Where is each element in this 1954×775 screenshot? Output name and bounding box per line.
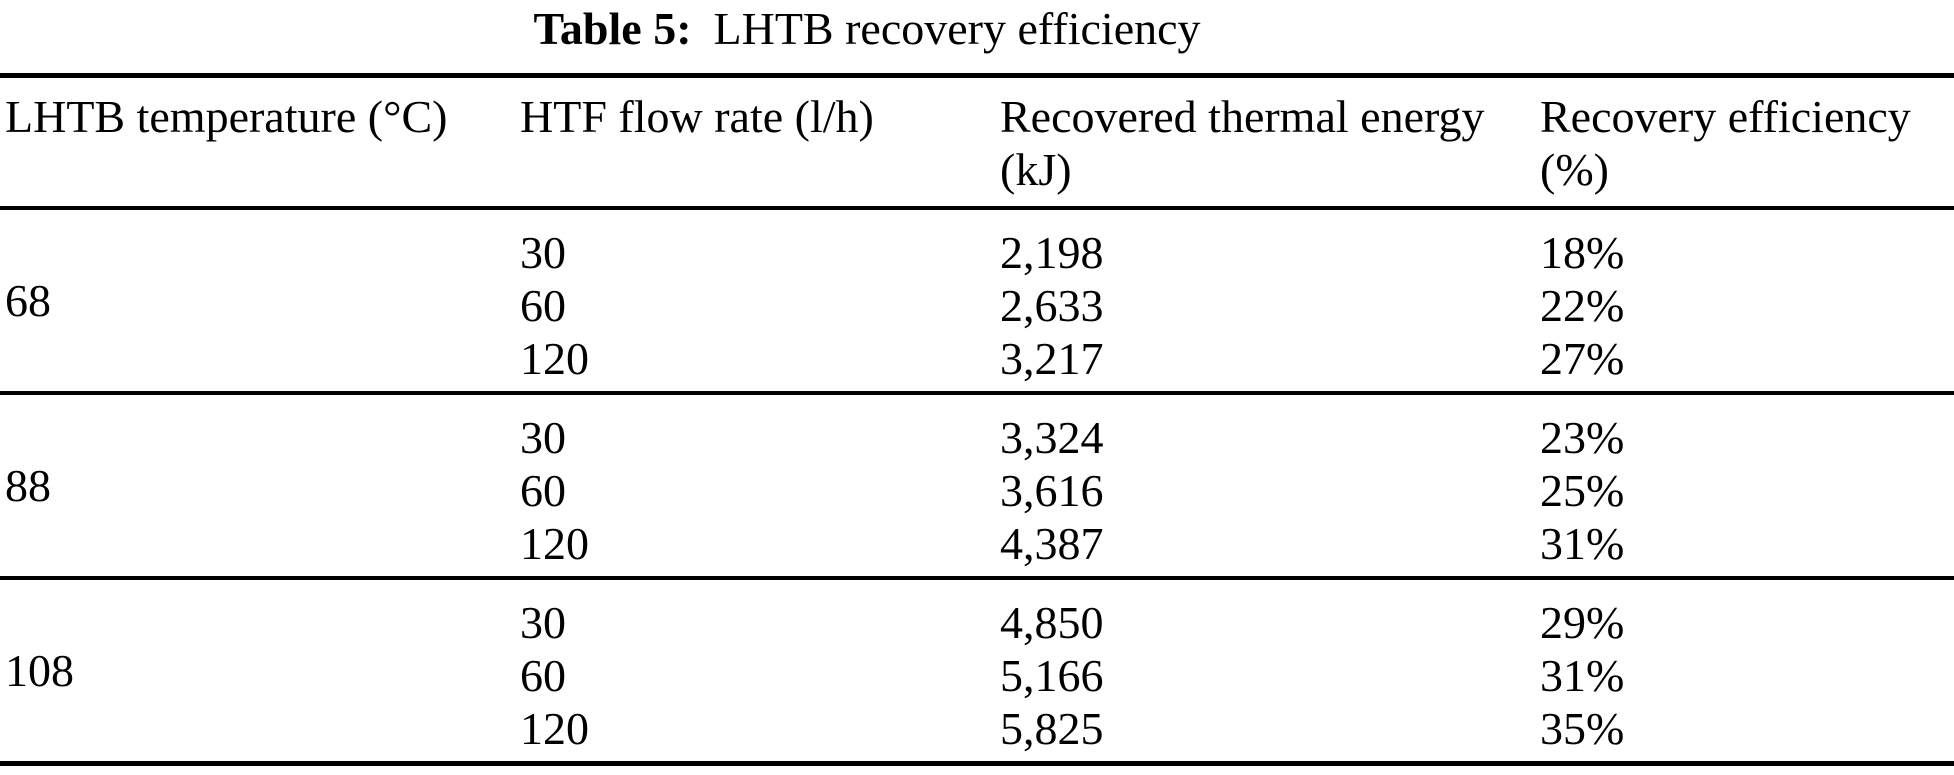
header-row: LHTB temperature (°C) HTF flow rate (l/h… [0, 75, 1954, 210]
efficiency-cell: 23% [1540, 412, 1625, 463]
table-row: 108 30 4,850 29% [0, 578, 1954, 696]
energy-cell: 2,633 [1000, 280, 1104, 331]
temperature-cell: 108 [5, 645, 74, 696]
flow-rate-cell: 30 [520, 412, 566, 463]
flow-rate-cell: 60 [520, 465, 566, 516]
table-row: 88 30 3,324 23% [0, 393, 1954, 511]
column-header-recovered-thermal-energy: Recovered thermal energy (kJ) [995, 75, 1535, 210]
efficiency-cell: 27% [1540, 333, 1625, 384]
efficiency-cell: 25% [1540, 465, 1625, 516]
table-row: 60 5,166 31% [0, 649, 1954, 702]
table-row: 120 4,387 31% [0, 517, 1954, 578]
flow-rate-cell: 120 [520, 703, 589, 754]
table-row: 68 30 2,198 18% [0, 208, 1954, 326]
table-row: 60 2,633 22% [0, 279, 1954, 332]
table-caption-label: Table 5: [533, 3, 692, 54]
data-table: LHTB temperature (°C) HTF flow rate (l/h… [0, 73, 1954, 766]
flow-rate-cell: 30 [520, 227, 566, 278]
efficiency-cell: 31% [1540, 518, 1625, 569]
temperature-group-88: 88 30 3,324 23% 60 3,616 25% 120 4,387 3… [0, 393, 1954, 578]
flow-rate-cell: 120 [520, 518, 589, 569]
table-caption-text: LHTB recovery efficiency [713, 3, 1201, 54]
efficiency-cell: 31% [1540, 650, 1625, 701]
efficiency-cell: 35% [1540, 703, 1625, 754]
table-row: 120 3,217 27% [0, 332, 1954, 393]
flow-rate-cell: 60 [520, 280, 566, 331]
column-header-htf-flow-rate: HTF flow rate (l/h) [515, 75, 995, 210]
table-row: 60 3,616 25% [0, 464, 1954, 517]
temperature-group-68: 68 30 2,198 18% 60 2,633 22% 120 3,217 2… [0, 208, 1954, 393]
energy-cell: 3,217 [1000, 333, 1104, 384]
flow-rate-cell: 30 [520, 597, 566, 648]
energy-cell: 5,825 [1000, 703, 1104, 754]
energy-cell: 2,198 [1000, 227, 1104, 278]
column-header-lhtb-temperature: LHTB temperature (°C) [0, 75, 515, 210]
energy-cell: 4,387 [1000, 518, 1104, 569]
energy-cell: 5,166 [1000, 650, 1104, 701]
energy-cell: 3,616 [1000, 465, 1104, 516]
flow-rate-cell: 120 [520, 333, 589, 384]
table-caption: Table 5: LHTB recovery efficiency [0, 0, 1844, 53]
temperature-cell: 68 [5, 275, 51, 326]
efficiency-cell: 18% [1540, 227, 1625, 278]
flow-rate-cell: 60 [520, 650, 566, 701]
energy-cell: 3,324 [1000, 412, 1104, 463]
table-row: 120 5,825 35% [0, 702, 1954, 764]
energy-cell: 4,850 [1000, 597, 1104, 648]
efficiency-cell: 22% [1540, 280, 1625, 331]
temperature-group-108: 108 30 4,850 29% 60 5,166 31% 120 5,825 … [0, 578, 1954, 764]
temperature-cell: 88 [5, 460, 51, 511]
efficiency-cell: 29% [1540, 597, 1625, 648]
column-header-recovery-efficiency: Recovery efficiency (%) [1535, 75, 1954, 210]
